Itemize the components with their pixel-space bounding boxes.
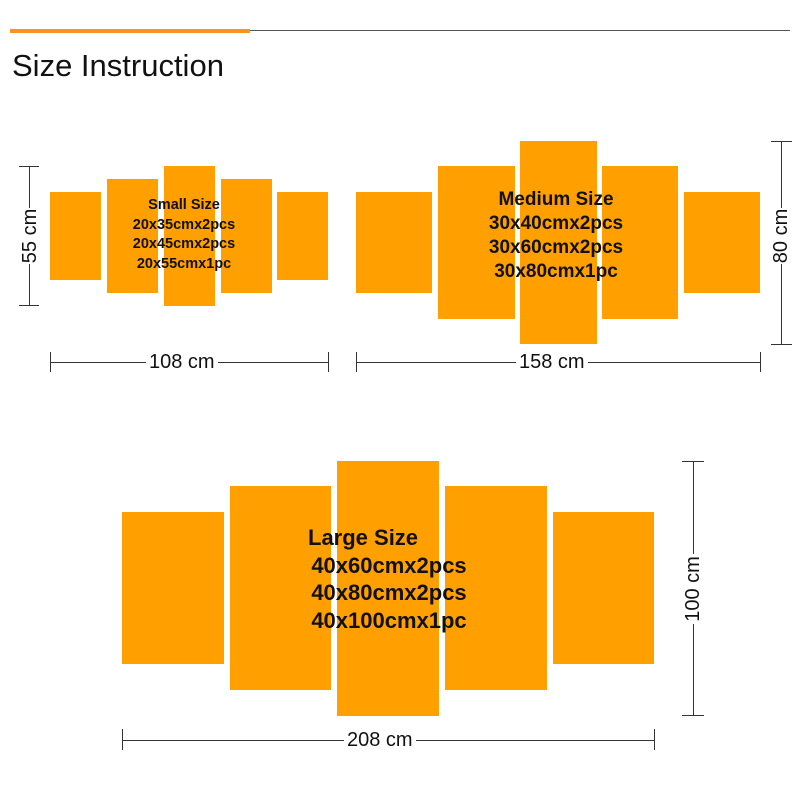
large-height-tick-top bbox=[682, 461, 704, 462]
large-height-tick-bottom bbox=[682, 715, 704, 716]
large-panel-3 bbox=[337, 461, 439, 716]
page-title: Size Instruction bbox=[12, 48, 224, 83]
small-height-label: 55 cm bbox=[19, 208, 41, 264]
medium-panel-5 bbox=[684, 192, 760, 293]
small-panel-3 bbox=[164, 166, 215, 306]
small-size-title: Small Size bbox=[148, 197, 220, 213]
medium-panel-1 bbox=[356, 192, 432, 293]
small-size-spec-3: 20x55cmx1pc bbox=[136, 255, 232, 272]
medium-width-label: 158 cm bbox=[516, 351, 588, 373]
small-height-tick-top bbox=[19, 166, 39, 167]
large-panel-5 bbox=[553, 512, 654, 664]
medium-width-tick-left bbox=[356, 352, 357, 372]
medium-size-spec-2: 30x60cmx2pcs bbox=[488, 237, 624, 258]
large-size-title: Large Size bbox=[308, 525, 419, 550]
small-height-tick-bottom bbox=[19, 305, 39, 306]
large-width-label: 208 cm bbox=[344, 729, 416, 751]
large-size-spec-1: 40x60cmx2pcs bbox=[311, 552, 467, 578]
large-size-label: Large Size 40x60cmx2pcs 40x80cmx2pcs 40x… bbox=[270, 524, 508, 634]
medium-height-tick-bottom bbox=[771, 344, 792, 345]
large-panel-4 bbox=[445, 486, 547, 690]
small-panel-5 bbox=[277, 192, 328, 280]
large-panel-1 bbox=[122, 512, 224, 664]
large-size-spec-3: 40x100cmx1pc bbox=[311, 607, 467, 633]
small-width-label: 108 cm bbox=[146, 351, 218, 373]
small-width-tick-right bbox=[328, 352, 329, 372]
large-width-tick-left bbox=[122, 729, 123, 750]
small-width-tick-left bbox=[50, 352, 51, 372]
large-height-label: 100 cm bbox=[682, 554, 704, 624]
medium-size-spec-3: 30x80cmx1pc bbox=[494, 261, 618, 282]
medium-panel-3 bbox=[520, 141, 597, 344]
medium-height-tick-top bbox=[771, 141, 792, 142]
header-accent-bar bbox=[10, 29, 250, 33]
medium-size-title: Medium Size bbox=[498, 189, 614, 210]
medium-width-tick-right bbox=[760, 352, 761, 372]
medium-panel-2 bbox=[438, 166, 515, 319]
medium-height-label: 80 cm bbox=[770, 208, 792, 264]
large-panel-2 bbox=[230, 486, 331, 690]
small-panel-1 bbox=[50, 192, 101, 280]
small-panel-4 bbox=[221, 179, 272, 293]
small-size-label: Small Size 20x35cmx2pcs 20x45cmx2pcs 20x… bbox=[118, 196, 250, 274]
large-width-tick-right bbox=[654, 729, 655, 750]
medium-size-spec-1: 30x40cmx2pcs bbox=[488, 213, 624, 234]
header-rule bbox=[10, 30, 790, 31]
small-size-spec-2: 20x45cmx2pcs bbox=[132, 236, 236, 252]
large-size-spec-2: 40x80cmx2pcs bbox=[311, 580, 467, 605]
medium-panel-4 bbox=[602, 166, 678, 319]
medium-size-label: Medium Size 30x40cmx2pcs 30x60cmx2pcs 30… bbox=[470, 188, 642, 284]
small-panel-2 bbox=[107, 179, 158, 293]
small-size-spec-1: 20x35cmx2pcs bbox=[132, 216, 236, 233]
